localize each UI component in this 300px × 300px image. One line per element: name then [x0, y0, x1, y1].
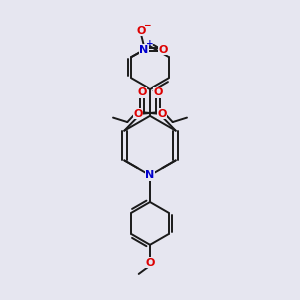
Text: O: O: [133, 109, 143, 119]
Text: O: O: [136, 26, 146, 35]
Text: O: O: [137, 87, 147, 97]
Text: +: +: [146, 39, 154, 48]
Text: O: O: [145, 258, 155, 268]
Text: O: O: [159, 44, 168, 55]
Text: O: O: [157, 109, 167, 119]
Text: N: N: [139, 44, 148, 55]
Text: O: O: [153, 87, 163, 97]
Text: N: N: [146, 170, 154, 180]
Text: −: −: [143, 21, 151, 30]
